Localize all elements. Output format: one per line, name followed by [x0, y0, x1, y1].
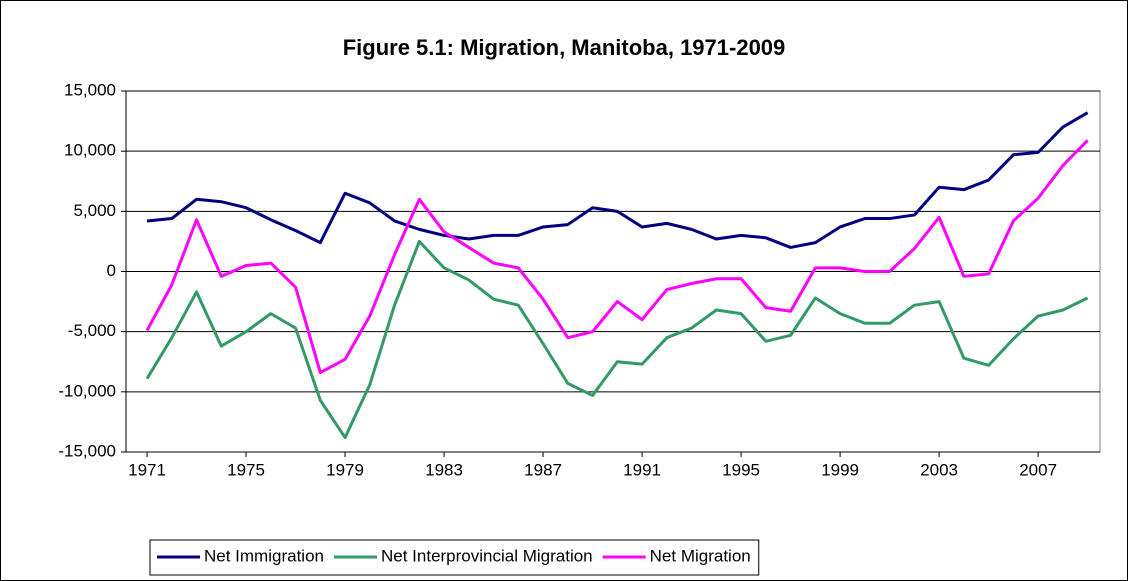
series-line [146, 111, 1089, 249]
y-tick-label: 5,000 [73, 201, 116, 220]
legend-box [149, 539, 760, 576]
y-tick-label: 10,000 [64, 141, 116, 160]
series-line [145, 139, 1089, 375]
series-line [145, 239, 1089, 440]
y-tick-label: -15,000 [58, 441, 116, 460]
legend-label: Net Interprovincial Migration [381, 546, 593, 565]
x-tick-label: 1991 [623, 460, 661, 479]
x-tick-label: 1987 [524, 460, 562, 479]
y-tick-label: 0 [107, 261, 116, 280]
x-tick-label: 2003 [920, 460, 958, 479]
x-tick-label: 1983 [425, 460, 463, 479]
legend-label: Net Migration [650, 546, 751, 565]
x-tick-label: 1979 [326, 460, 364, 479]
x-tick-label: 2007 [1019, 460, 1057, 479]
x-tick-label: 1971 [128, 460, 166, 479]
x-tick-label: 1999 [821, 460, 859, 479]
y-tick-label: -10,000 [58, 381, 116, 400]
x-tick-label: 1975 [227, 460, 265, 479]
y-tick-label: -5,000 [68, 321, 116, 340]
chart-title: Figure 5.1: Migration, Manitoba, 1971-20… [343, 35, 786, 60]
x-tick-label: 1995 [722, 460, 760, 479]
legend-label: Net Immigration [204, 546, 324, 565]
y-tick-label: 15,000 [64, 80, 116, 99]
